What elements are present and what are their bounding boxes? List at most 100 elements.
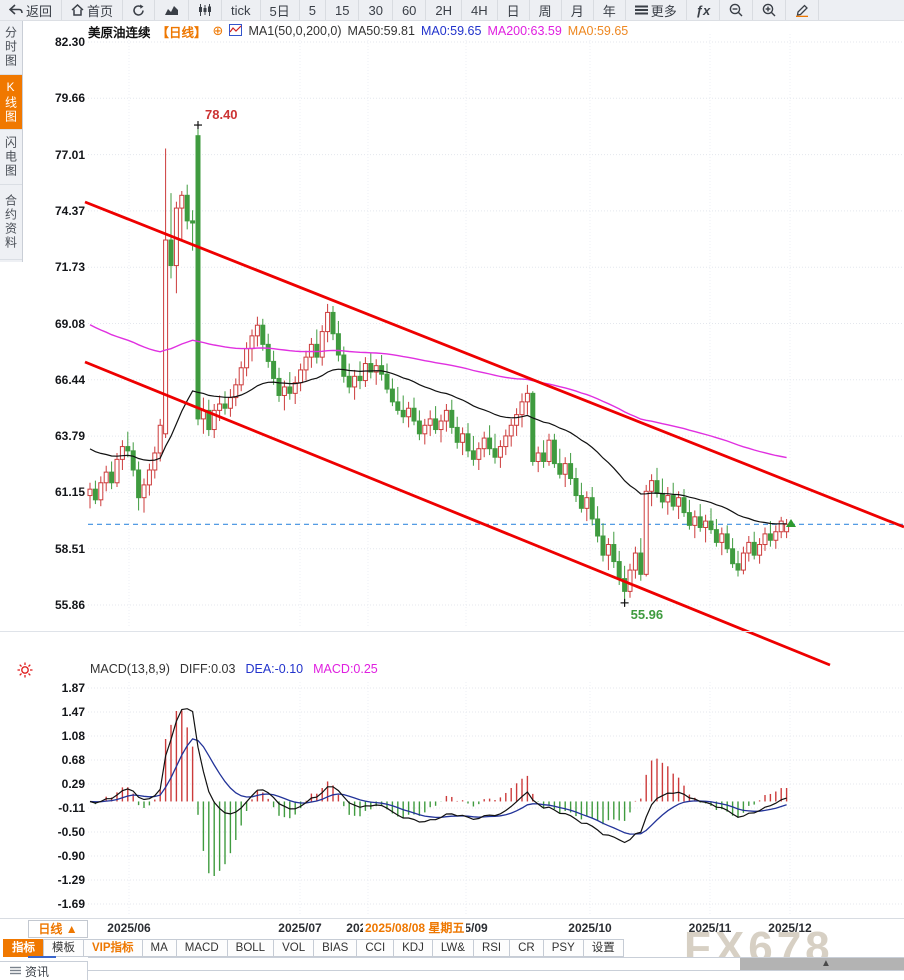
axis-divider [0,918,904,919]
crosshair-date-tooltip: 2025/08/08 星期五 [363,920,467,936]
date-axis-label: 2025/11 [688,921,732,935]
ma-end-marker [786,519,796,527]
sidebar-item-time-chart[interactable]: 分时图 [0,20,22,75]
home-icon [71,4,84,16]
macd-title: MACD(13,8,9) [90,662,170,676]
toolbar-item-fx[interactable]: ƒx [687,0,721,20]
toolbar-item-line-chart[interactable] [155,0,190,20]
toolbar-item-year[interactable]: 年 [594,0,626,20]
price-axis-label: 82.30 [54,35,85,49]
toolbar-item-day[interactable]: 日 [498,0,530,20]
zoom-out-icon [729,3,743,17]
news-icon [10,962,21,980]
high-annotation: 78.40 [205,107,238,122]
price-axis-label: 55.86 [54,598,85,612]
date-axis-label: 2025/06 [107,921,151,935]
toolbar-item-h4[interactable]: 4H [462,0,498,20]
toolbar-item-5d[interactable]: 5日 [261,0,300,20]
low-annotation: 55.96 [631,607,664,622]
tab-boll[interactable]: BOLL [226,939,275,957]
tab-rsi[interactable]: RSI [472,939,511,957]
macd-axis-label: 0.29 [61,777,85,791]
tab-psy[interactable]: PSY [542,939,584,957]
candlestick-icon [198,4,212,16]
price-axis-label: 63.79 [54,429,85,444]
h-scrollbar[interactable]: ▲ [88,957,904,971]
toolbar-item-candle-chart[interactable] [189,0,223,20]
tab-bias[interactable]: BIAS [313,939,358,957]
date-axis-label: 2025/07 [278,921,322,935]
symbol-title: 美原油连续 [88,25,151,40]
toolbar-item-tick[interactable]: tick [222,0,261,20]
toolbar-item-back[interactable]: 返回 [0,0,63,20]
toolbar-item-m30[interactable]: 30 [359,0,393,20]
price-axis-label: 77.01 [54,147,85,162]
ma0-blue-value: MA0:59.65 [420,24,482,38]
toolbar-item-week[interactable]: 周 [530,0,562,20]
pane-divider [0,631,904,632]
macd-axis-label: 1.47 [61,705,85,719]
ma50-value: MA50:59.81 [347,24,415,38]
macd-axis-label: 0.68 [61,753,85,767]
toolbar-item-zoom-in[interactable] [753,0,787,20]
scrollbar-thumb[interactable] [740,958,904,970]
news-tab-label: 资讯 [25,964,50,979]
scroll-up-arrow-icon[interactable]: ▲ [821,958,831,969]
tab-lw&[interactable]: LW& [431,939,474,957]
pencil-icon [795,4,809,17]
toolbar-item-m5[interactable]: 5 [300,0,326,20]
toolbar-item-m60[interactable]: 60 [393,0,427,20]
price-axis-label: 69.08 [54,316,85,331]
price-axis-label: 61.15 [54,485,85,500]
price-axis-label: 58.51 [54,541,85,556]
ma-config: MA1(50,0,200,0) [248,24,342,38]
macd-axis-label: -0.50 [57,825,85,839]
sidebar-item-kline-chart[interactable]: K线图 [0,75,22,130]
toolbar-item-home[interactable]: 首页 [62,0,124,20]
toolbar-item-m15[interactable]: 15 [326,0,360,20]
tab-macd[interactable]: MACD [175,939,228,957]
sidebar-item-flash-chart[interactable]: 闪电图 [0,130,22,185]
date-axis-label: 2025/12 [768,921,812,935]
macd-dea-value: DEA:-0.10 [245,662,304,676]
chart-header: 美原油连续 【日线】 ⊕ MA1(50,0,200,0) MA50:59.81 … [88,22,637,40]
toolbar-item-month[interactable]: 月 [562,0,594,20]
period-selector[interactable]: 日线 ▲ [28,920,88,938]
macd-diff-line [89,708,787,844]
macd-macd-value: MACD:0.25 [313,662,378,676]
tab-指标[interactable]: 指标 [3,939,44,957]
toolbar-item-draw[interactable] [786,0,820,20]
tab-模板[interactable]: 模板 [43,939,84,957]
sidebar-item-contract-info[interactable]: 合约资料 [0,185,22,260]
tab-cci[interactable]: CCI [356,939,395,957]
news-active-underline [28,956,56,958]
macd-dea-line [89,738,787,835]
menu-icon [634,5,648,15]
price-axis-label: 79.66 [54,91,85,106]
tab-kdj[interactable]: KDJ [393,939,433,957]
ma-mini-chart-icon [229,23,243,39]
macd-axis-label: -0.11 [58,801,85,815]
tab-vol[interactable]: VOL [273,939,315,957]
tab-vip指标[interactable]: VIP指标 [83,939,143,957]
price-annotations: 78.40 55.96 [194,107,663,622]
toolbar-item-h2[interactable]: 2H [426,0,463,20]
ma0-orange-value: MA0:59.65 [567,24,629,38]
ma50-line [89,368,787,525]
toolbar-item-zoom-out[interactable] [720,0,754,20]
tab-cr[interactable]: CR [509,939,544,957]
price-axis-label: 71.73 [54,260,85,275]
line-chart-icon [164,4,179,16]
tab-设置[interactable]: 设置 [582,939,624,957]
toolbar-item-more[interactable]: 更多 [626,0,687,20]
price-axis-label: 66.44 [54,372,85,387]
macd-axis-label: -1.29 [57,873,85,887]
gridlines [88,34,904,916]
toolbar-item-refresh[interactable] [123,0,156,20]
tab-ma[interactable]: MA [141,939,177,957]
indicator-settings-icon[interactable] [17,662,33,683]
add-indicator-icon[interactable]: ⊕ [212,23,224,38]
news-bar[interactable]: 资讯 [0,962,88,980]
